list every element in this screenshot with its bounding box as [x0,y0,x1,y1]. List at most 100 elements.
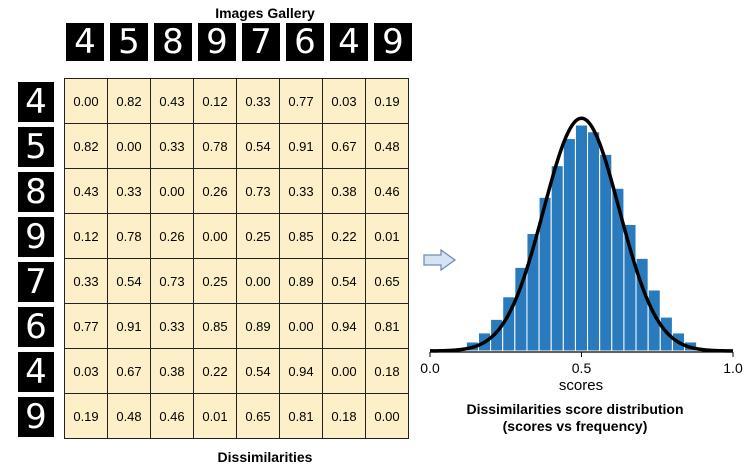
score-histogram: 0.0 0.5 1.0 scores [420,116,743,394]
matrix-cell: 0.26 [150,213,194,259]
histogram-caption: Dissimilarities score distribution (scor… [420,401,730,435]
caption-line-1: Dissimilarities score distribution [466,401,684,417]
matrix-cell: 0.25 [193,258,237,304]
matrix-cell: 0.19 [64,393,108,439]
matrix-cell: 0.65 [365,258,409,304]
matrix-cell: 0.54 [107,258,151,304]
matrix-cell: 0.22 [193,348,237,394]
digit-image-top: 7 [242,23,280,61]
matrix-cell: 0.33 [107,168,151,214]
matrix-row: 0.03 0.67 0.38 0.22 0.54 0.94 0.00 0.18 [64,348,409,394]
matrix-row: 0.77 0.91 0.33 0.85 0.89 0.00 0.94 0.81 [64,303,409,349]
matrix-cell: 0.85 [193,303,237,349]
histogram-bar [562,138,576,352]
matrix-cell: 0.18 [365,348,409,394]
matrix-cell: 0.43 [64,168,108,214]
digit-image-top: 9 [374,23,412,61]
histogram-bar [611,187,625,352]
matrix-cell: 0.00 [322,348,366,394]
histogram-bar [599,153,613,352]
matrix-cell: 0.85 [279,213,323,259]
matrix-cell: 0.00 [64,78,108,124]
matrix-cell: 0.33 [64,258,108,304]
matrix-cell: 0.54 [236,123,280,169]
digit-image-left: 5 [18,127,54,167]
histogram-bar [514,266,528,352]
matrix-cell: 0.26 [193,168,237,214]
digit-image-top: 8 [154,23,192,61]
digit-image-left: 9 [18,397,54,437]
matrix-cell: 0.82 [107,78,151,124]
matrix-cell: 0.03 [322,78,366,124]
histogram-bars [465,124,698,352]
matrix-row: 0.43 0.33 0.00 0.26 0.73 0.33 0.38 0.46 [64,168,409,214]
matrix-row: 0.19 0.48 0.46 0.01 0.65 0.81 0.18 0.00 [64,393,409,439]
histogram-bar [574,124,589,352]
matrix-cell: 0.01 [193,393,237,439]
digit-image-left: 9 [18,217,54,257]
matrix-cell: 0.89 [236,303,280,349]
matrix-cell: 0.43 [150,78,194,124]
digit-image-top: 4 [66,23,104,61]
gallery-title: Images Gallery [215,5,315,21]
matrix-cell: 0.91 [107,303,151,349]
matrix-cell: 0.33 [236,78,280,124]
matrix-cell: 0.00 [193,213,237,259]
digit-image-left: 8 [18,172,54,212]
dissimilarity-matrix: 0.00 0.82 0.43 0.12 0.33 0.77 0.03 0.19 0.82 0.00… [64,78,409,439]
matrix-cell: 0.67 [107,348,151,394]
matrix-cell: 0.38 [322,168,366,214]
matrix-cell: 0.48 [365,123,409,169]
caption-line-2: (scores vs frequency) [502,418,648,434]
matrix-title: Dissimilarities [217,449,313,465]
normal-fit-curve [429,116,734,353]
matrix-cell: 0.54 [236,348,280,394]
matrix-cell: 0.91 [279,123,323,169]
matrix-cell: 0.01 [365,213,409,259]
matrix-cell: 0.33 [279,168,323,214]
matrix-cell: 0.25 [236,213,280,259]
matrix-cell: 0.00 [150,168,194,214]
matrix-cell: 0.73 [236,168,280,214]
matrix-cell: 0.03 [64,348,108,394]
matrix-cell: 0.12 [193,78,237,124]
matrix-cell: 0.19 [365,78,409,124]
x-tick-label: 1.0 [723,360,743,376]
x-tick-label: 0.5 [572,360,592,376]
matrix-cell: 0.94 [279,348,323,394]
matrix-cell: 0.65 [236,393,280,439]
matrix-cell: 0.18 [322,393,366,439]
matrix-cell: 0.12 [64,213,108,259]
matrix-cell: 0.78 [193,123,237,169]
x-axis-ticks: 0.0 0.5 1.0 [420,352,743,376]
digit-image-top: 5 [110,23,148,61]
matrix-cell: 0.89 [279,258,323,304]
x-tick-label: 0.0 [420,360,440,376]
matrix-cell: 0.81 [365,303,409,349]
matrix-cell: 0.54 [322,258,366,304]
matrix-cell: 0.48 [107,393,151,439]
matrix-cell: 0.00 [107,123,151,169]
matrix-cell: 0.77 [279,78,323,124]
matrix-cell: 0.77 [64,303,108,349]
histogram-bar [587,131,601,352]
matrix-row: 0.82 0.00 0.33 0.78 0.54 0.91 0.67 0.48 [64,123,409,169]
histogram-bar [550,165,564,352]
matrix-cell: 0.82 [64,123,108,169]
matrix-cell: 0.00 [365,393,409,439]
matrix-row: 0.12 0.78 0.26 0.00 0.25 0.85 0.22 0.01 [64,213,409,259]
matrix-cell: 0.67 [322,123,366,169]
digit-image-top: 6 [286,23,324,61]
matrix-cell: 0.33 [150,123,194,169]
matrix-cell: 0.94 [322,303,366,349]
matrix-row: 0.00 0.82 0.43 0.12 0.33 0.77 0.03 0.19 [64,78,409,124]
digit-image-left: 4 [18,352,54,392]
digit-image-left: 6 [18,307,54,347]
matrix-row: 0.33 0.54 0.73 0.25 0.00 0.89 0.54 0.65 [64,258,409,304]
digit-image-left: 7 [18,262,54,302]
matrix-cell: 0.78 [107,213,151,259]
right-arrow-icon [423,249,457,271]
matrix-cell: 0.46 [365,168,409,214]
matrix-cell: 0.00 [279,303,323,349]
x-axis-label: scores [559,377,603,394]
